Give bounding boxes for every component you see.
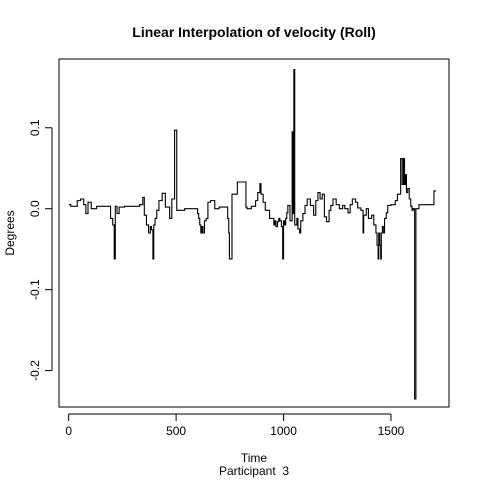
y-axis-label: Degrees — [3, 210, 17, 255]
x-tick-label: 500 — [166, 424, 186, 438]
chart-subtitle: Participant 3 — [219, 464, 289, 478]
x-axis-label: Time — [241, 451, 268, 465]
y-axis: -0.2 -0.1 0.0 0.1 — [28, 119, 53, 381]
chart-title: Linear Interpolation of velocity (Roll) — [132, 24, 375, 40]
x-tick-label: 1500 — [378, 424, 405, 438]
x-tick-label: 1000 — [270, 424, 297, 438]
series-line — [68, 68, 437, 400]
y-tick-label: -0.2 — [28, 360, 42, 381]
y-tick-label: -0.1 — [28, 279, 42, 300]
y-tick-label: 0.1 — [28, 119, 42, 136]
y-tick-label: 0.0 — [28, 200, 42, 217]
x-tick-label: 0 — [65, 424, 72, 438]
plot-frame — [58, 58, 450, 408]
x-axis: 0 500 1000 1500 — [65, 413, 405, 438]
